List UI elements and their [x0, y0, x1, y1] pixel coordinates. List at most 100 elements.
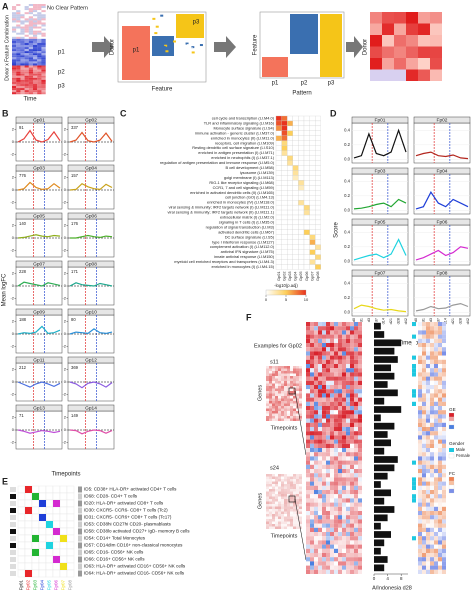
heatmap-cell	[24, 26, 29, 29]
axis-label: Mean logFC	[2, 273, 8, 306]
panel-title: Fp07	[375, 270, 386, 276]
heatmap-cell	[342, 406, 346, 411]
gene-count: 776	[19, 173, 27, 178]
heatmap-cell	[322, 561, 326, 566]
heatmap-cell	[275, 504, 278, 507]
heatmap-cell	[358, 355, 362, 360]
heatmap-cell	[350, 422, 354, 427]
heatmap-cell	[326, 351, 330, 356]
heatmap-cell	[354, 334, 358, 339]
heatmap-cell	[318, 322, 322, 327]
heatmap-cell	[418, 58, 430, 70]
heatmap-cell	[275, 373, 278, 376]
heatmap-cell	[354, 422, 358, 427]
heatmap-cell	[358, 452, 362, 457]
strip	[67, 356, 115, 364]
heatmap-cell	[299, 506, 302, 509]
heatmap-cell	[358, 557, 362, 562]
heatmap-cell	[346, 431, 350, 436]
label-bg	[78, 542, 82, 549]
heatmap-cell	[418, 385, 422, 390]
heatmap-cell	[306, 406, 310, 411]
heatmap-cell	[438, 561, 442, 566]
heatmap-cell	[296, 413, 299, 416]
profile-line	[17, 281, 61, 287]
row-key	[10, 543, 16, 548]
heatmap-cell	[346, 422, 350, 427]
noise	[183, 14, 187, 17]
heatmap-cell	[318, 561, 322, 566]
heatmap-cell	[287, 244, 293, 250]
heatmap-cell	[418, 443, 422, 448]
heatmap-cell	[266, 416, 269, 419]
heatmap-cell	[293, 376, 296, 379]
y-tick-label: 0.4	[344, 127, 350, 132]
heatmap-cell	[358, 565, 362, 570]
heatmap-cell	[303, 214, 310, 221]
heatmap-cell	[322, 422, 326, 427]
heatmap-cell	[272, 499, 275, 502]
heatmap-cell	[16, 45, 21, 48]
heatmap-cell	[284, 521, 287, 524]
heatmap-cell	[41, 61, 46, 64]
heatmap-cell	[275, 486, 278, 489]
heatmap-cell	[292, 115, 299, 122]
grid-cell	[59, 492, 68, 501]
heatmap-cell	[442, 469, 446, 474]
heatmap-cell	[314, 498, 318, 503]
heatmap-cell	[442, 460, 446, 465]
heatmap-cell	[298, 224, 305, 230]
heatmap-cell	[346, 565, 350, 570]
heatmap-cell	[16, 34, 21, 37]
heatmap-cell	[442, 338, 446, 343]
strip	[351, 116, 409, 124]
heatmap-cell	[418, 502, 422, 507]
heatmap-cell	[318, 464, 322, 469]
heatmap-cell	[318, 427, 322, 432]
heatmap-cell	[314, 322, 318, 327]
heatmap-cell	[37, 32, 42, 35]
y-tick-label: 2	[64, 366, 67, 371]
heatmap-cell	[287, 135, 293, 141]
heatmap-cell	[278, 411, 281, 414]
heatmap-cell	[281, 418, 284, 421]
heatmap-cell	[350, 540, 354, 545]
cell-type-label: ID31: CXCR5- CCR6+ CD8+ T cells (Tc17)	[84, 515, 172, 520]
heatmap-cell	[358, 548, 362, 553]
heatmap-cell	[358, 477, 362, 482]
heatmap-cell	[326, 368, 330, 373]
heatmap-cell	[358, 326, 362, 331]
heatmap-cell	[342, 443, 346, 448]
heatmap-cell	[12, 38, 17, 41]
heatmap-cell	[326, 418, 330, 423]
column-label: Fp04	[40, 580, 45, 591]
cell-type-label: ID30: CXCR5- CCR6- CD8+ T cells (Tc2)	[84, 508, 168, 513]
heatmap-cell	[275, 378, 278, 381]
heatmap-cell	[430, 343, 434, 348]
heatmap-cell	[442, 347, 446, 352]
heatmap-cell	[334, 376, 338, 381]
heatmap-cell	[326, 536, 330, 541]
heatmap-cell	[290, 388, 293, 391]
heatmap-cell	[434, 368, 438, 373]
heatmap-cell	[310, 544, 314, 549]
heatmap-cell	[334, 355, 338, 360]
grid-cell	[24, 520, 33, 529]
heatmap-cell	[318, 355, 322, 360]
axis-label: Donor	[363, 39, 369, 55]
heatmap-cell	[309, 229, 316, 235]
heatmap-cell	[334, 359, 338, 364]
heatmap-cell	[422, 376, 426, 381]
x-tick-label: d42	[404, 318, 408, 324]
heatmap-cell	[16, 26, 21, 29]
strip-cell	[412, 515, 416, 520]
heatmap-cell	[430, 494, 434, 499]
heatmap-cell	[318, 523, 322, 528]
heatmap-cell	[296, 479, 299, 482]
gene-count: 176	[71, 221, 79, 226]
heatmap-cell	[290, 499, 293, 502]
heatmap-cell	[292, 214, 299, 221]
heatmap-cell	[269, 511, 272, 514]
legend-tick-label: 0	[265, 297, 268, 302]
heatmap-cell	[434, 406, 438, 411]
